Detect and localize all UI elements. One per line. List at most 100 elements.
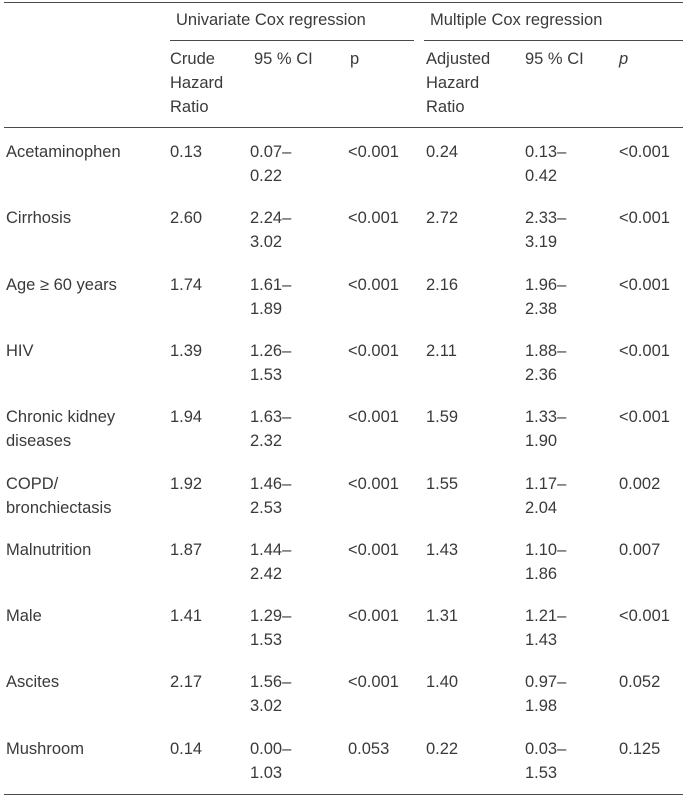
- column-header-adjusted-hazard-ratio: Adjusted Hazard Ratio: [426, 47, 490, 119]
- ci-upper: 1.90: [525, 432, 558, 451]
- multiple-ci: 1.17– 2.04: [525, 472, 585, 520]
- header-line: Ratio: [170, 98, 209, 116]
- univariate-ci: 1.61– 1.89: [250, 273, 310, 321]
- ci-lower: 1.21–: [525, 607, 567, 626]
- multiple-p: 0.125: [619, 739, 661, 758]
- ci-upper: 1.43: [525, 631, 558, 650]
- column-header-multi-p: p: [619, 50, 629, 68]
- row-label: Cirrhosis: [6, 209, 72, 228]
- ci-upper: 0.22: [250, 167, 283, 185]
- header-line: Crude: [170, 50, 215, 68]
- multiple-ci: 1.96– 2.38: [525, 273, 585, 321]
- ci-upper: 1.03: [250, 763, 283, 782]
- table-row: Acetaminophen 0.13 0.07– 0.22 <0.001 0.24 0.13…: [4, 140, 683, 206]
- ci-upper: 2.32: [250, 432, 283, 451]
- ci-lower: 1.96–: [525, 275, 567, 294]
- row-label: HIV: [6, 341, 34, 360]
- table-row: Mushroom 0.14 0.00– 1.03 0.053 0.22 0.03– 1.53 0…: [4, 737, 683, 803]
- multiple-p: <0.001: [619, 143, 670, 161]
- crude-hazard-ratio: 1.92: [170, 474, 203, 493]
- univariate-p: <0.001: [348, 143, 399, 161]
- ci-lower: 1.33–: [525, 408, 567, 427]
- ci-upper: 2.04: [525, 498, 558, 517]
- univariate-ci: 1.29– 1.53: [250, 604, 310, 652]
- multiple-p: 0.007: [619, 540, 661, 559]
- adjusted-hazard-ratio: 0.22: [426, 739, 459, 758]
- multiple-ci: 1.33– 1.90: [525, 405, 585, 453]
- ci-upper: 1.53: [525, 763, 558, 782]
- adjusted-hazard-ratio: 1.55: [426, 474, 459, 493]
- univariate-p: <0.001: [348, 673, 399, 692]
- ci-lower: 0.97–: [525, 673, 567, 692]
- multiple-ci: 1.10– 1.86: [525, 538, 585, 586]
- adjusted-hazard-ratio: 1.40: [426, 673, 459, 692]
- row-label: Age ≥ 60 years: [6, 275, 117, 294]
- univariate-ci: 1.56– 3.02: [250, 670, 310, 718]
- ci-lower: 1.44–: [250, 540, 292, 559]
- crude-hazard-ratio: 0.14: [170, 739, 203, 758]
- row-label: Mushroom: [6, 739, 84, 758]
- group-header-multiple: Multiple Cox regression: [430, 11, 603, 29]
- multiple-p: <0.001: [619, 341, 670, 360]
- univariate-p: <0.001: [348, 474, 399, 493]
- column-header-uni-ci: 95 % CI: [254, 50, 313, 68]
- multiple-p: 0.002: [619, 474, 661, 493]
- univariate-p: <0.001: [348, 341, 399, 360]
- ci-lower: 1.10–: [525, 540, 567, 559]
- adjusted-hazard-ratio: 1.43: [426, 540, 459, 559]
- adjusted-hazard-ratio: 1.31: [426, 607, 459, 626]
- multiple-ci: 0.03– 1.53: [525, 737, 585, 785]
- row-label: Malnutrition: [6, 540, 92, 559]
- header-line: Hazard: [170, 74, 224, 92]
- univariate-ci: 1.26– 1.53: [250, 339, 310, 387]
- crude-hazard-ratio: 1.39: [170, 341, 203, 360]
- ci-upper: 2.53: [250, 498, 283, 517]
- ci-upper: 0.42: [525, 167, 558, 185]
- table-row: Ascites 2.17 1.56– 3.02 <0.001 1.40 0.97– 1.98 0…: [4, 670, 683, 736]
- header-line: Adjusted: [426, 50, 491, 68]
- row-label: Ascites: [6, 673, 60, 692]
- table-row: COPD/ bronchiectasis 1.92 1.46– 2.53 <0.001 1…: [4, 472, 683, 538]
- crude-hazard-ratio: 1.94: [170, 408, 203, 427]
- table-row: Chronic kidney diseases 1.94 1.63– 2.32 <0.0…: [4, 405, 683, 471]
- ci-lower: 1.26–: [250, 341, 292, 360]
- ci-upper: 3.02: [250, 233, 283, 252]
- ci-upper: 1.53: [250, 365, 283, 384]
- crude-hazard-ratio: 1.74: [170, 275, 203, 294]
- multiple-ci: 0.13– 0.42: [525, 140, 585, 188]
- multiple-ci: 2.33– 3.19: [525, 206, 585, 254]
- ci-upper: 2.42: [250, 564, 283, 583]
- ci-lower: 0.00–: [250, 739, 292, 758]
- adjusted-hazard-ratio: 0.24: [426, 143, 459, 161]
- header-line: Hazard: [426, 74, 480, 92]
- univariate-ci: 0.07– 0.22: [250, 140, 310, 188]
- header-line: Ratio: [426, 98, 465, 116]
- table-row: Male 1.41 1.29– 1.53 <0.001 1.31 1.21– 1.43 <0.0…: [4, 604, 683, 670]
- multiple-ci: 1.21– 1.43: [525, 604, 585, 652]
- ci-lower: 1.29–: [250, 607, 292, 626]
- ci-lower: 1.88–: [525, 341, 567, 360]
- ci-lower: 2.24–: [250, 209, 292, 228]
- univariate-ci: 1.44– 2.42: [250, 538, 310, 586]
- crude-hazard-ratio: 0.13: [170, 143, 203, 161]
- crude-hazard-ratio: 1.41: [170, 607, 203, 626]
- univariate-ci: 1.63– 2.32: [250, 405, 310, 453]
- univariate-ci: 0.00– 1.03: [250, 737, 310, 785]
- ci-lower: 1.63–: [250, 408, 292, 427]
- ci-upper: 2.36: [525, 365, 558, 384]
- crude-hazard-ratio: 1.87: [170, 540, 203, 559]
- univariate-p: 0.053: [348, 739, 390, 758]
- multiple-p: <0.001: [619, 607, 670, 626]
- univariate-p: <0.001: [348, 408, 399, 427]
- multiple-p: <0.001: [619, 275, 670, 294]
- group-header-univariate: Univariate Cox regression: [176, 11, 366, 29]
- ci-upper: 1.53: [250, 631, 283, 650]
- row-label: Male: [6, 607, 42, 626]
- multiple-ci: 0.97– 1.98: [525, 670, 585, 718]
- univariate-underline: [170, 40, 414, 41]
- ci-lower: 1.61–: [250, 275, 292, 294]
- table-row: Cirrhosis 2.60 2.24– 3.02 <0.001 2.72 2.33– 3.1…: [4, 206, 683, 272]
- ci-lower: 0.13–: [525, 143, 567, 161]
- table-row: Malnutrition 1.87 1.44– 2.42 <0.001 1.43 1.10–…: [4, 538, 683, 604]
- crude-hazard-ratio: 2.60: [170, 209, 203, 228]
